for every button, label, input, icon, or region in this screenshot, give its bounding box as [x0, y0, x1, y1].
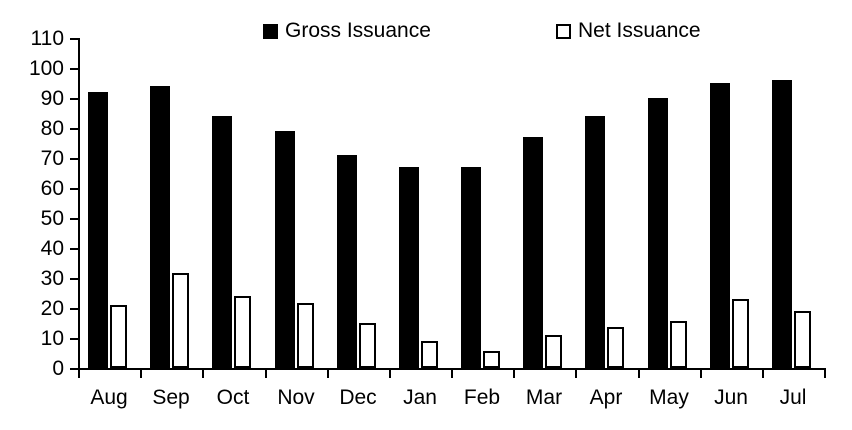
x-axis-label-jan: Jan — [403, 386, 437, 409]
bar-gross-aug — [88, 92, 108, 368]
x-tick-4 — [327, 370, 329, 378]
x-tick-10 — [700, 370, 702, 378]
bar-net-mar — [545, 335, 562, 368]
bar-net-jun — [732, 299, 749, 368]
y-axis-line — [78, 38, 80, 370]
x-axis-label-jul: Jul — [779, 386, 807, 409]
y-tick-20 — [70, 308, 78, 310]
x-tick-1 — [140, 370, 142, 378]
x-axis-label-apr: Apr — [589, 386, 623, 409]
bar-net-jan — [421, 341, 438, 368]
bar-gross-dec — [337, 155, 357, 368]
x-tick-7 — [513, 370, 515, 378]
bar-gross-feb — [461, 167, 481, 368]
y-axis-label-110: 110 — [30, 27, 64, 50]
bar-gross-jun — [710, 83, 730, 368]
y-axis-label-100: 100 — [28, 57, 64, 80]
x-tick-5 — [389, 370, 391, 378]
bar-gross-nov — [275, 131, 295, 368]
x-tick-3 — [265, 370, 267, 378]
y-axis-label-90: 90 — [40, 87, 64, 110]
y-tick-100 — [70, 68, 78, 70]
y-axis-label-70: 70 — [40, 147, 64, 170]
legend-label-net-issuance: Net Issuance — [578, 19, 701, 42]
y-tick-30 — [70, 278, 78, 280]
bar-net-aug — [110, 305, 127, 368]
x-tick-8 — [575, 370, 577, 378]
y-tick-0 — [70, 368, 78, 370]
y-tick-60 — [70, 188, 78, 190]
bar-net-apr — [607, 327, 624, 368]
y-tick-70 — [70, 158, 78, 160]
y-axis-label-30: 30 — [40, 267, 64, 290]
legend-label-gross-issuance: Gross Issuance — [285, 19, 431, 42]
y-tick-80 — [70, 128, 78, 130]
x-axis-label-dec: Dec — [339, 386, 377, 409]
bar-net-oct — [234, 296, 251, 368]
y-tick-50 — [70, 218, 78, 220]
y-tick-90 — [70, 98, 78, 100]
x-axis-label-mar: Mar — [525, 386, 563, 409]
y-axis-label-40: 40 — [40, 237, 64, 260]
y-axis-label-10: 10 — [40, 327, 64, 350]
x-axis-label-nov: Nov — [277, 386, 315, 409]
x-axis-label-jun: Jun — [714, 386, 748, 409]
gross-issuance-swatch-icon — [263, 23, 278, 39]
y-axis-label-20: 20 — [40, 297, 64, 320]
y-axis-label-80: 80 — [40, 117, 64, 140]
bar-net-jul — [794, 311, 811, 368]
x-tick-12 — [824, 370, 826, 378]
y-axis-label-0: 0 — [52, 357, 64, 380]
x-axis-label-feb: Feb — [463, 386, 501, 409]
x-tick-11 — [762, 370, 764, 378]
x-axis-label-sep: Sep — [152, 386, 190, 409]
bar-net-feb — [483, 351, 500, 368]
legend-item-gross-issuance: Gross Issuance — [263, 20, 431, 42]
x-axis-label-aug: Aug — [90, 386, 128, 409]
bar-gross-oct — [212, 116, 232, 368]
bar-net-dec — [359, 323, 376, 368]
net-issuance-swatch-icon — [556, 23, 571, 39]
x-axis-label-oct: Oct — [216, 386, 250, 409]
x-tick-2 — [202, 370, 204, 378]
bar-gross-sep — [150, 86, 170, 368]
y-tick-40 — [70, 248, 78, 250]
bar-net-sep — [172, 273, 189, 368]
bar-gross-apr — [585, 116, 605, 368]
x-tick-9 — [638, 370, 640, 378]
bar-net-nov — [297, 303, 314, 368]
bar-gross-mar — [523, 137, 543, 368]
y-tick-110 — [70, 38, 78, 40]
bar-gross-may — [648, 98, 668, 368]
x-axis-line — [78, 368, 826, 370]
bar-net-may — [670, 321, 687, 368]
x-axis-label-may: May — [649, 386, 689, 409]
y-axis-label-50: 50 — [40, 207, 64, 230]
x-tick-6 — [451, 370, 453, 378]
x-tick-0 — [78, 370, 80, 378]
bar-gross-jul — [772, 80, 792, 368]
legend-item-net-issuance: Net Issuance — [556, 20, 701, 42]
y-tick-10 — [70, 338, 78, 340]
bar-gross-jan — [399, 167, 419, 368]
y-axis-label-60: 60 — [40, 177, 64, 200]
